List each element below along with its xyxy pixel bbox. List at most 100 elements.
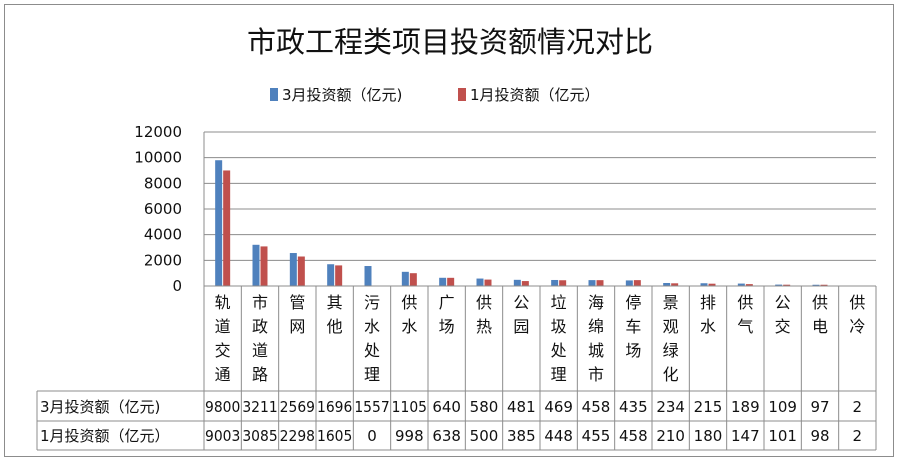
bar-3月-管网 <box>289 253 297 286</box>
category-label: 停车场 <box>625 293 641 360</box>
table-cell: 147 <box>731 427 760 445</box>
table-cell: 458 <box>619 427 648 445</box>
category-label: 供电 <box>812 293 828 336</box>
table-cell: 3211 <box>242 398 277 416</box>
legend-swatch-3月 <box>270 88 278 101</box>
category-label: 市政道路 <box>252 293 268 384</box>
table-cell: 638 <box>432 427 461 445</box>
category-label: 供冷 <box>849 293 865 336</box>
table-cell: 180 <box>694 427 723 445</box>
category-label: 广场 <box>439 293 455 336</box>
table-cell: 481 <box>507 398 536 416</box>
y-tick-label: 8000 <box>144 174 182 192</box>
bar-3月-景观绿化 <box>663 282 671 286</box>
bar-3月-供气 <box>737 283 745 286</box>
table-cell: 1696 <box>317 398 352 416</box>
bar-3月-垃圾处理 <box>551 279 559 286</box>
y-axis-ticks: 0 2000 4000 6000 8000 10000 12000 <box>134 123 182 295</box>
table-cell: 9800 <box>205 398 240 416</box>
legend-label-1月: 1月投资额（亿元） <box>470 86 600 104</box>
bar-3月-污水处理 <box>364 266 372 286</box>
legend-swatch-1月 <box>458 88 466 101</box>
table-cell: 97 <box>810 398 829 416</box>
table-cell: 448 <box>544 427 573 445</box>
y-tick-label: 4000 <box>144 226 182 244</box>
bar-3月-广场 <box>439 277 447 286</box>
bar-1月-公交 <box>783 284 791 286</box>
category-label: 供气 <box>737 293 753 336</box>
table-row-header: 1月投资额（亿元） <box>40 427 170 445</box>
category-label: 公交 <box>775 293 791 336</box>
bar-1月-市政道路 <box>260 246 268 286</box>
bar-3月-轨道交通 <box>215 160 223 286</box>
table-cell: 0 <box>367 427 377 445</box>
table-cell: 469 <box>544 398 573 416</box>
bar-1月-停车场 <box>633 280 641 286</box>
bar-3月-其他 <box>327 264 335 286</box>
y-tick-label: 2000 <box>144 251 182 269</box>
category-label: 景观绿化 <box>663 293 679 384</box>
chart-title: 市政工程类项目投资额情况对比 <box>247 25 653 59</box>
bar-1月-排水 <box>708 283 716 286</box>
bar-3月-公园 <box>513 279 521 286</box>
table-cell: 580 <box>470 398 499 416</box>
bar-1月-景观绿化 <box>671 283 679 286</box>
bar-1月-轨道交通 <box>223 170 231 286</box>
bar-3月-供水 <box>401 271 409 286</box>
bar-1月-供水 <box>409 273 417 286</box>
bar-1月-供热 <box>484 279 492 286</box>
table-cell: 1105 <box>392 398 427 416</box>
table-cell: 215 <box>694 398 723 416</box>
table-cell: 98 <box>810 427 829 445</box>
table-cell: 210 <box>656 427 685 445</box>
table-cell: 640 <box>432 398 461 416</box>
table-cell: 2 <box>853 427 863 445</box>
bar-3月-海绵城市 <box>588 280 596 286</box>
bars <box>215 160 865 286</box>
table-cell: 458 <box>582 398 611 416</box>
bar-1月-垃圾处理 <box>559 280 567 286</box>
table-cell: 1557 <box>354 398 389 416</box>
legend-label-3月: 3月投资额（亿元) <box>282 86 402 104</box>
bar-1月-公园 <box>521 281 529 286</box>
category-label: 海绵城市 <box>588 293 604 384</box>
table-cell: 3085 <box>242 427 277 445</box>
bar-1月-广场 <box>447 277 455 286</box>
bar-1月-供电 <box>820 284 828 286</box>
bar-1月-其他 <box>335 265 343 286</box>
legend: 3月投资额（亿元) 1月投资额（亿元） <box>270 86 600 104</box>
table-cell: 2298 <box>280 427 315 445</box>
table-cell: 500 <box>470 427 499 445</box>
chart-frame <box>4 4 894 457</box>
bar-1月-海绵城市 <box>596 280 604 286</box>
table-cell: 9003 <box>205 427 240 445</box>
category-label: 轨道交通 <box>215 293 231 384</box>
category-label: 排水 <box>700 293 716 336</box>
table-cell: 385 <box>507 427 536 445</box>
category-label: 供热 <box>476 293 492 336</box>
bar-3月-市政道路 <box>252 244 260 286</box>
table-cell: 435 <box>619 398 648 416</box>
category-label: 污水处理 <box>364 293 380 384</box>
category-label: 管网 <box>289 293 305 336</box>
y-tick-label: 12000 <box>134 123 182 141</box>
table-cell: 234 <box>656 398 685 416</box>
table-cell: 2569 <box>280 398 315 416</box>
bar-1月-供气 <box>745 284 753 286</box>
y-tick-label: 0 <box>172 277 182 295</box>
category-label: 供水 <box>401 293 417 336</box>
bar-3月-停车场 <box>625 280 633 286</box>
table-cell: 998 <box>395 427 424 445</box>
category-label: 垃圾处理 <box>551 293 567 384</box>
table-cell: 101 <box>768 427 797 445</box>
table-cell: 2 <box>853 398 863 416</box>
bar-3月-供热 <box>476 278 484 286</box>
bar-3月-排水 <box>700 283 708 286</box>
bar-1月-管网 <box>297 256 305 286</box>
category-label: 公园 <box>513 293 529 336</box>
table-cell: 455 <box>582 427 611 445</box>
table-row-header: 3月投资额（亿元) <box>40 398 160 416</box>
table-cell: 109 <box>768 398 797 416</box>
